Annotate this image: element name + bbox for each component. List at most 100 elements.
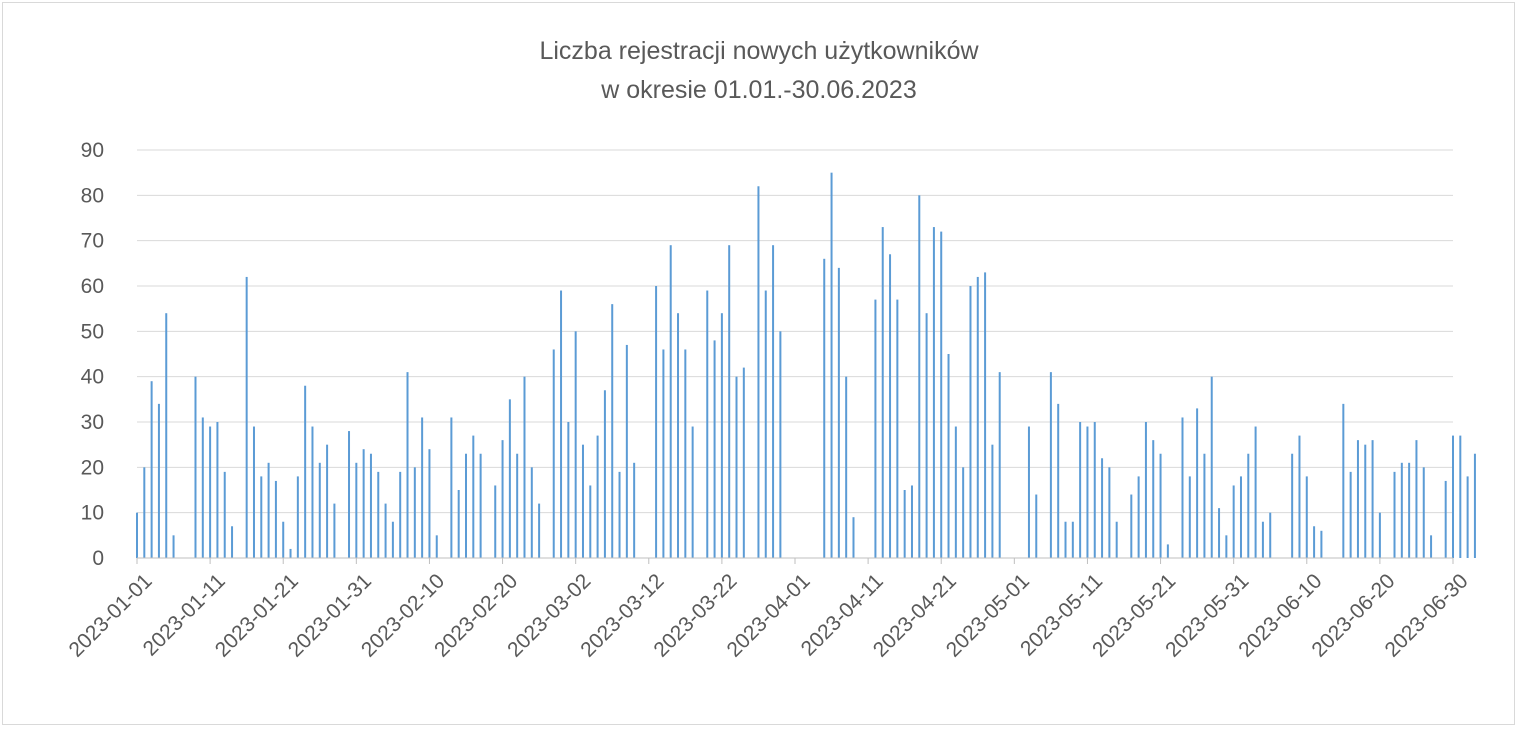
bar [1459,435,1462,558]
bar [852,517,855,558]
bar [925,313,928,558]
bar [296,476,299,558]
bar [1422,467,1425,558]
bar [779,331,782,558]
bar [1342,403,1345,558]
bar [1115,521,1118,558]
bar [530,467,533,558]
bar [369,453,372,558]
bar [1057,403,1060,558]
bar [1027,426,1030,558]
bar [501,440,504,558]
bar [552,349,555,558]
bar [947,354,950,558]
y-tick-label: 0 [92,547,104,570]
bar [1298,435,1301,558]
bar [1203,453,1206,558]
bar [1079,422,1082,558]
bar [1166,544,1169,558]
bar [735,376,738,558]
bar [1218,508,1221,558]
bar [143,467,146,558]
bar [954,426,957,558]
bar [413,467,416,558]
bar [874,299,877,558]
bar [567,422,570,558]
y-tick-label: 90 [81,139,104,162]
bar [267,462,270,558]
chart-title-line-1: Liczba rejestracji nowych użytkowników [539,37,979,65]
bar [472,435,475,558]
bar [362,449,365,558]
bar [1247,453,1250,558]
bar [910,485,913,558]
bar [1130,494,1133,558]
bar [391,521,394,558]
bar [1210,376,1213,558]
bar [1466,476,1469,558]
bar [764,290,767,558]
bar [1371,440,1374,558]
x-axis [136,557,1454,564]
bar [1232,485,1235,558]
bar [508,399,511,558]
bar [1408,462,1411,558]
bar [618,471,621,558]
bar [1320,530,1323,558]
bar [289,548,292,558]
bar [1225,535,1228,558]
bar [450,417,453,558]
bar [216,422,219,558]
bar [742,367,745,558]
bar [157,403,160,558]
bar [581,444,584,558]
bar [465,453,467,558]
bar [494,485,497,558]
bar [1305,476,1308,558]
bar [1101,458,1104,558]
bar [669,245,672,558]
bar [377,471,380,558]
bar [318,462,321,558]
bar [1035,494,1038,558]
bar [596,435,599,558]
bar [311,426,314,558]
bar [1349,471,1352,558]
bar [355,462,358,558]
bar [918,195,921,559]
bar [1144,422,1147,558]
bar [348,431,351,558]
bar [589,485,592,558]
y-tick-label: 30 [81,411,104,434]
bar [1356,440,1359,558]
bar [223,471,226,558]
bar [457,490,460,558]
bar [998,372,1001,558]
bar [384,503,387,558]
bar [823,258,826,558]
bar [1378,512,1381,558]
bar [399,471,402,558]
y-tick-label: 40 [81,366,104,389]
bar [1064,521,1067,558]
bar [1473,453,1476,558]
bar [603,390,606,558]
bar [720,313,723,558]
bars [136,172,1476,559]
bar [684,349,687,558]
bar [837,267,840,558]
bar [969,286,972,558]
bar [1196,408,1199,558]
bar [1071,521,1074,558]
bar [260,476,263,558]
bar [1364,444,1367,558]
bar [713,340,716,558]
bar [655,286,658,558]
bar [677,313,680,558]
bar [1261,521,1264,558]
bar [231,526,234,558]
bar [830,172,833,558]
bar [333,503,336,558]
bar [1415,440,1418,558]
bar [1444,480,1447,558]
